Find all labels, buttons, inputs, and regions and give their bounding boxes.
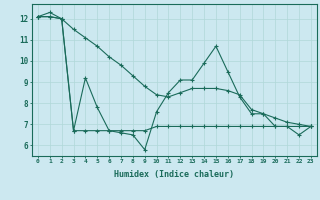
X-axis label: Humidex (Indice chaleur): Humidex (Indice chaleur) <box>115 170 234 179</box>
